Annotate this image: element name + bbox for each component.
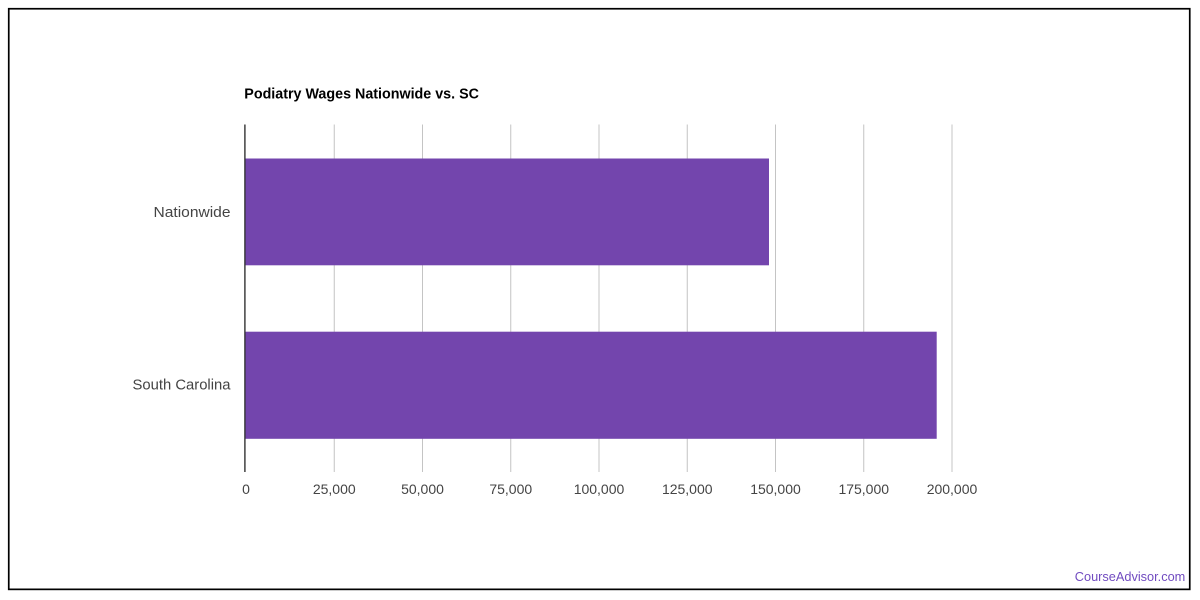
svg-text:South Carolina: South Carolina [133,377,232,394]
svg-text:50,000: 50,000 [401,481,444,497]
svg-text:175,000: 175,000 [838,481,889,497]
svg-text:25,000: 25,000 [313,481,356,497]
svg-text:75,000: 75,000 [489,481,532,497]
svg-text:100,000: 100,000 [574,481,625,497]
svg-text:Podiatry Wages Nationwide vs.: Podiatry Wages Nationwide vs. SC [244,86,479,102]
svg-text:150,000: 150,000 [750,481,801,497]
svg-text:200,000: 200,000 [927,481,978,497]
svg-text:0: 0 [242,481,250,497]
svg-text:Nationwide: Nationwide [154,204,231,221]
svg-text:CourseAdvisor.com: CourseAdvisor.com [1075,569,1186,584]
svg-text:125,000: 125,000 [662,481,713,497]
